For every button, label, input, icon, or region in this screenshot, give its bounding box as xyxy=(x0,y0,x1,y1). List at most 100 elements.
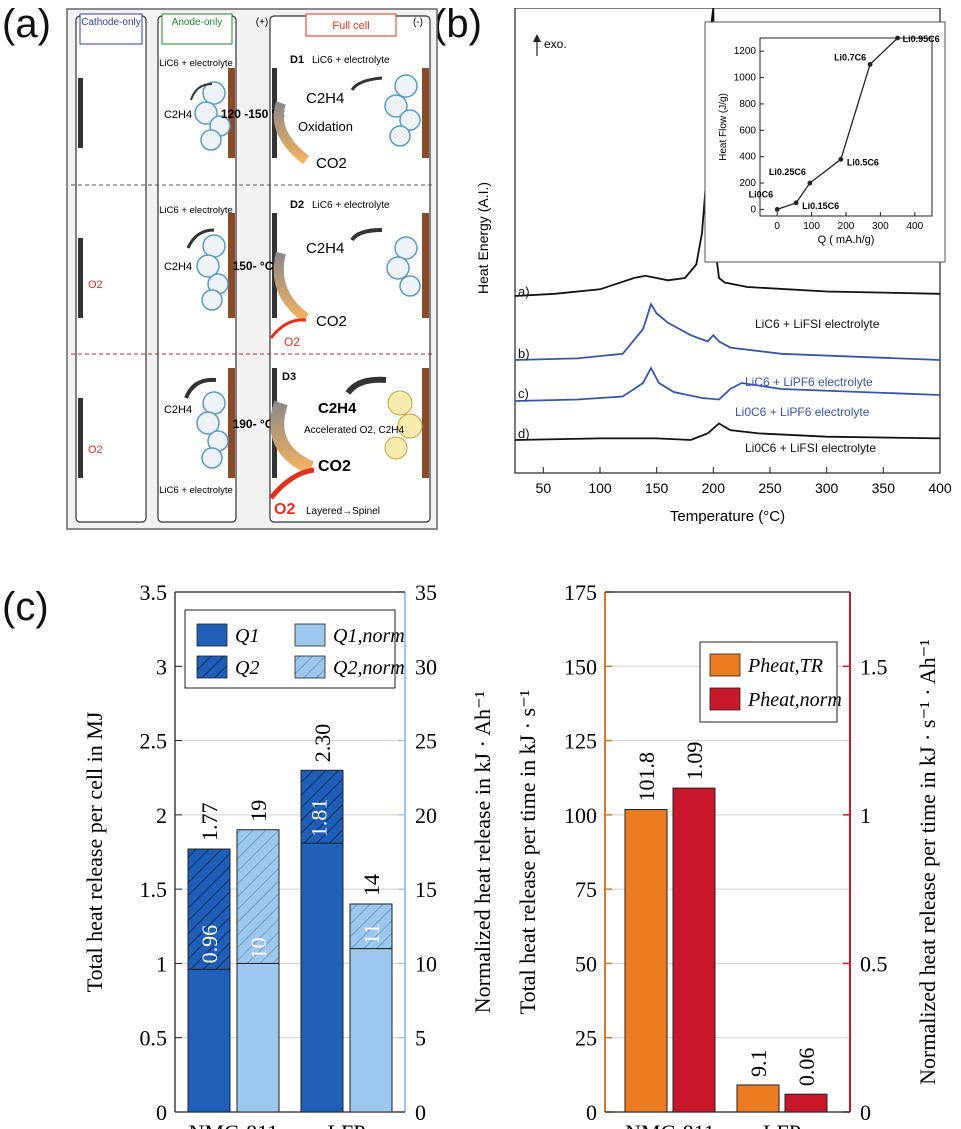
y2-tick-label: 25 xyxy=(415,729,437,754)
d1-full-arrow xyxy=(350,76,383,91)
bar-value-label: 9.1 xyxy=(746,1049,771,1077)
bar-q2norm xyxy=(349,903,393,950)
d3-temp: 190- °C xyxy=(233,417,274,431)
total-label-norm: 19 xyxy=(246,800,271,822)
inset-y-tick-label: 1000 xyxy=(734,73,757,84)
y-tick-label: 50 xyxy=(575,951,597,976)
x-tick-label: 350 xyxy=(872,480,896,496)
d2-full-label: LiC6 + electrolyte xyxy=(312,200,390,211)
inset-point-label: Li0.15C6 xyxy=(802,201,839,211)
y2-tick-label: 0.5 xyxy=(860,951,888,976)
x-tick-label: 400 xyxy=(928,480,952,496)
inset-line xyxy=(776,37,899,211)
x-category-label: NMC-811 xyxy=(625,1120,715,1129)
y2-tick-label: 15 xyxy=(415,877,437,902)
y-tick-label: 0 xyxy=(156,1100,167,1125)
d3-full-o2: O2 xyxy=(274,501,295,518)
bar-value-label: 101.8 xyxy=(634,752,659,802)
polarity-minus: (-) xyxy=(413,17,423,28)
d3-arrow xyxy=(270,400,315,475)
y2-tick-label: 30 xyxy=(415,654,437,679)
x-axis-label: Temperature (°C) xyxy=(670,508,785,525)
inset-point xyxy=(807,180,813,186)
inset-point xyxy=(774,207,780,212)
series-line-3 xyxy=(514,366,941,402)
polarity-plus: (+) xyxy=(256,17,269,28)
y2-axis-label: Normalized heat release per time in kJ ·… xyxy=(915,639,940,1085)
bar-q1 xyxy=(300,842,344,1113)
y-tick-label: 175 xyxy=(564,580,597,605)
bar-q1norm xyxy=(349,948,393,1113)
bar-q2norm xyxy=(236,829,280,964)
legend-swatch xyxy=(294,655,326,679)
y-tick-label: 2 xyxy=(156,803,167,828)
y-tick-label: 1 xyxy=(156,951,167,976)
series-name: LiC6 + LiPF6 electrolyte xyxy=(745,375,873,389)
bar-q1norm xyxy=(236,962,280,1113)
inset-y-tick-label: 0 xyxy=(750,204,756,215)
d2-temp: 150- °C xyxy=(233,259,274,273)
cathode-header-box xyxy=(79,13,143,45)
panel-a-schematic: Cathode-only Anode-only Full cell (+) (-… xyxy=(66,8,438,530)
legend-swatch xyxy=(294,623,326,647)
d1-anode-gas: C2H4 xyxy=(164,109,192,121)
legend-label: Q1,norm xyxy=(333,625,405,647)
d1-process: Oxidation xyxy=(298,119,353,134)
d2-cathode-o2: O2 xyxy=(88,279,103,291)
y-tick-label: 0.5 xyxy=(140,1026,168,1051)
d3-full-gas-out: CO2 xyxy=(318,458,351,475)
inner-label: 1.81 xyxy=(306,799,331,838)
fullcell-header-box xyxy=(305,13,397,37)
x-tick-label: 300 xyxy=(815,480,839,496)
d2-id: D2 xyxy=(290,199,304,211)
series-line-2 xyxy=(514,302,941,361)
x-tick-label: 50 xyxy=(536,480,552,496)
d2-full-gas-out: CO2 xyxy=(316,313,347,330)
bar-pheat-tr xyxy=(624,809,668,1113)
y2-tick-label: 0 xyxy=(415,1100,426,1125)
inset-point-label: Li0.5C6 xyxy=(847,157,879,167)
x-category-label: LFP xyxy=(328,1120,366,1129)
d3-anode-gas: C2H4 xyxy=(164,404,192,416)
d2-anode-label: LiC6 + electrolyte xyxy=(159,205,233,216)
total-label: 1.77 xyxy=(197,803,222,842)
d2-arrow xyxy=(273,251,310,323)
yellow-particles xyxy=(384,390,423,460)
series-name: Li0C6 + LiPF6 electrolyte xyxy=(735,405,870,419)
legend-swatch xyxy=(196,655,228,679)
inset-point xyxy=(867,61,873,67)
inset-point xyxy=(895,35,900,41)
total-label-norm: 14 xyxy=(359,874,384,896)
d1-full-gas-out: CO2 xyxy=(316,155,347,172)
bar-pheat-tr xyxy=(736,1084,780,1113)
d2-anode-arrow xyxy=(186,228,215,249)
x-category-label: NMC-811 xyxy=(189,1120,279,1129)
total-label: 2.30 xyxy=(310,724,335,763)
inset-point xyxy=(838,156,844,162)
y2-tick-label: 1.5 xyxy=(860,654,888,679)
y2-tick-label: 35 xyxy=(415,580,437,605)
inner-label: 0.96 xyxy=(197,925,222,964)
x-tick-label: 150 xyxy=(645,480,669,496)
inset-point xyxy=(793,200,799,206)
legend-label: Q2 xyxy=(235,657,259,679)
d1-anode-label: LiC6 + electrolyte xyxy=(159,58,233,69)
x-tick-label: 200 xyxy=(702,480,726,496)
legend-label: Q2,norm xyxy=(333,657,405,679)
inset-y-tick-label: 1200 xyxy=(734,46,757,57)
y2-axis-label: Normalized heat release in kJ · Ah⁻¹ xyxy=(470,691,495,1013)
panel-b-chart: 50 100 150 200 250 300 350 400 Temperature (°C) H… xyxy=(475,8,952,525)
panel-label-c: (c) xyxy=(2,585,49,629)
panel-label-b: (b) xyxy=(433,2,482,46)
d2-full-gas-in: C2H4 xyxy=(306,240,344,257)
y-tick-label: 25 xyxy=(575,1026,597,1051)
y-tick-label: 3.5 xyxy=(140,580,168,605)
y-tick-label: 125 xyxy=(564,729,597,754)
cathode-header: Cathode-only xyxy=(81,17,140,28)
exo-label: exo. xyxy=(544,37,567,51)
y-tick-label: 0 xyxy=(586,1100,597,1125)
inset-y-tick-label: 800 xyxy=(739,99,756,110)
inset-y-label: Heat Flow (J/g) xyxy=(718,93,729,161)
inset-x-label: Q ( mA.h/g) xyxy=(818,234,875,246)
bar-pheat-norm xyxy=(784,1093,828,1113)
